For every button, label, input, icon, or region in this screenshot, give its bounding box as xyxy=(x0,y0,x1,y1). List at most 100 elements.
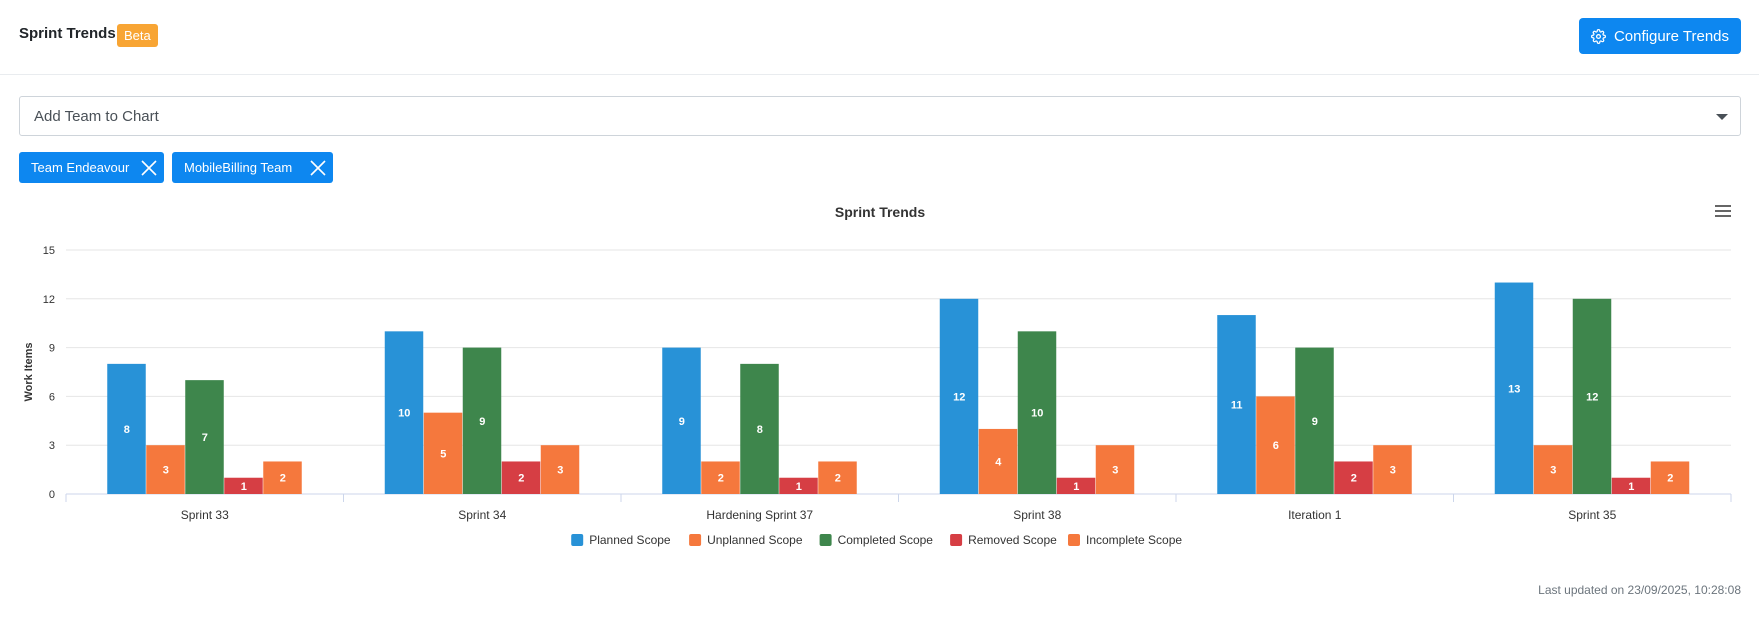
beta-badge: Beta xyxy=(117,24,158,47)
x-tick-label: Iteration 1 xyxy=(1288,508,1342,522)
close-icon xyxy=(310,159,326,176)
legend-swatch xyxy=(1068,534,1080,546)
bar xyxy=(1650,461,1690,494)
data-label: 10 xyxy=(398,408,410,420)
data-label: 8 xyxy=(124,424,130,436)
y-tick-label: 12 xyxy=(43,294,55,306)
bar xyxy=(185,380,224,494)
bar xyxy=(1572,298,1612,494)
bar xyxy=(540,445,580,494)
data-label: 12 xyxy=(1586,391,1598,403)
data-label: 13 xyxy=(1508,383,1520,395)
add-team-select[interactable]: Add Team to Chart xyxy=(19,96,1741,136)
bar xyxy=(1295,347,1334,494)
legend-item: Removed Scope xyxy=(968,533,1057,547)
data-label: 3 xyxy=(1390,465,1396,477)
team-chip-label: MobileBilling Team xyxy=(184,160,293,175)
bar xyxy=(978,428,1018,494)
legend-swatch xyxy=(819,534,832,546)
data-label: 4 xyxy=(995,456,1002,468)
data-label: 9 xyxy=(479,416,485,428)
y-axis-label: Work Items xyxy=(23,342,35,401)
bar xyxy=(146,445,185,494)
bar xyxy=(423,412,463,494)
data-label: 1 xyxy=(1628,481,1634,493)
page-header: Sprint Trends Beta Configure Trends xyxy=(0,0,1759,75)
data-label: 2 xyxy=(835,473,841,485)
data-label: 3 xyxy=(163,465,169,477)
data-label: 11 xyxy=(1231,400,1243,412)
x-tick-label: Sprint 38 xyxy=(1013,508,1061,522)
bar xyxy=(740,363,779,494)
bar xyxy=(1611,477,1651,494)
data-label: 3 xyxy=(1112,465,1118,477)
bar xyxy=(1533,445,1573,494)
remove-chip-button[interactable] xyxy=(134,152,164,183)
bar xyxy=(818,461,857,494)
legend-item: Planned Scope xyxy=(589,533,671,547)
x-tick-label: Sprint 34 xyxy=(458,508,506,522)
legend-item: Unplanned Scope xyxy=(707,533,803,547)
bar xyxy=(1373,445,1412,494)
legend-swatch xyxy=(571,534,584,546)
bar xyxy=(939,298,979,494)
bar xyxy=(1095,445,1135,494)
add-team-placeholder: Add Team to Chart xyxy=(34,108,159,125)
configure-trends-label: Configure Trends xyxy=(1613,27,1730,45)
legend-swatch xyxy=(950,534,963,546)
bar xyxy=(1217,315,1256,494)
data-label: 2 xyxy=(1351,473,1357,485)
bar xyxy=(107,363,146,494)
data-label: 2 xyxy=(1667,473,1673,485)
legend-item: Incomplete Scope xyxy=(1086,533,1182,547)
x-tick-label: Hardening Sprint 37 xyxy=(706,508,813,522)
chart-title: Sprint Trends xyxy=(835,204,925,220)
team-chip-label: Team Endeavour xyxy=(31,160,130,175)
data-label: 5 xyxy=(440,448,446,460)
x-tick-label: Sprint 33 xyxy=(181,508,229,522)
legend-swatch xyxy=(689,534,702,546)
team-chip-endeavour: Team Endeavour xyxy=(19,152,164,183)
data-label: 9 xyxy=(1312,416,1318,428)
data-label: 1 xyxy=(241,481,247,493)
data-label: 12 xyxy=(953,391,965,403)
gear-icon xyxy=(1591,28,1606,44)
configure-trends-button[interactable]: Configure Trends xyxy=(1579,18,1741,54)
data-label: 2 xyxy=(280,473,286,485)
bar xyxy=(1334,461,1373,494)
last-updated-text: Last updated on 23/09/2025, 10:28:08 xyxy=(1538,583,1741,597)
bar xyxy=(224,477,263,494)
data-label: 1 xyxy=(1073,481,1079,493)
bar xyxy=(1256,396,1295,494)
y-tick-label: 9 xyxy=(49,343,55,355)
bar xyxy=(384,331,424,494)
bar xyxy=(701,461,740,494)
data-label: 7 xyxy=(202,432,208,444)
bar xyxy=(662,347,701,494)
data-label: 8 xyxy=(757,424,763,436)
y-tick-label: 3 xyxy=(49,440,55,452)
bar xyxy=(501,461,541,494)
remove-chip-button[interactable] xyxy=(303,152,333,183)
data-label: 1 xyxy=(796,481,802,493)
chart-menu-icon[interactable] xyxy=(1715,205,1731,219)
y-tick-label: 15 xyxy=(43,245,55,257)
bar xyxy=(263,461,302,494)
x-tick-label: Sprint 35 xyxy=(1568,508,1616,522)
chevron-down-icon xyxy=(1716,114,1728,120)
bar xyxy=(1056,477,1096,494)
data-label: 9 xyxy=(679,416,685,428)
data-label: 2 xyxy=(518,473,524,485)
team-chip-mobilebilling: MobileBilling Team xyxy=(172,152,333,183)
data-label: 6 xyxy=(1273,440,1279,452)
data-label: 3 xyxy=(1550,465,1556,477)
bar xyxy=(1017,331,1057,494)
page-title: Sprint Trends xyxy=(19,25,116,42)
y-tick-label: 0 xyxy=(49,489,55,501)
legend-item: Completed Scope xyxy=(838,533,934,547)
bar xyxy=(1494,282,1534,494)
data-label: 10 xyxy=(1031,408,1043,420)
y-tick-label: 6 xyxy=(49,391,55,403)
close-icon xyxy=(141,159,157,176)
